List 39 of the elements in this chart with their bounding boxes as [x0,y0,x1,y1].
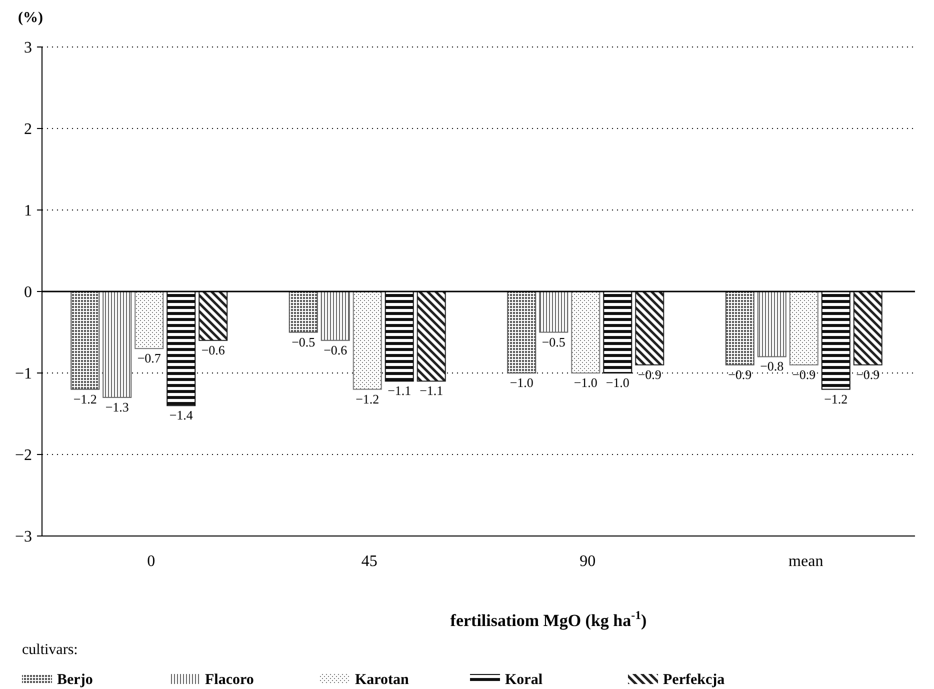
y-tick-label: −3 [14,528,32,546]
data-label: −0.9 [792,366,816,382]
legend-label: Karotan [355,672,410,688]
y-tick-label: 1 [24,202,32,220]
data-label: −0.9 [728,366,752,382]
data-label: −1.2 [73,391,97,406]
data-label: −1.0 [510,375,534,390]
data-label: −1.2 [824,391,848,406]
data-label: −1.1 [420,383,444,398]
legend-label: Flacoro [205,672,254,688]
x-axis-title: fertilisatiom MgO (kg ha$^{-1}$) [450,608,647,630]
legend-label: Perfekcja [663,672,726,688]
y-tick-label: 0 [24,284,32,302]
data-label: −1.2 [356,391,380,406]
y-tick-label: −1 [14,366,32,383]
data-label: −0.7 [137,350,162,366]
data-label: −0.9 [638,366,662,382]
y-axis-title: (%) [18,10,43,26]
x-tick-label: 0 [147,553,156,570]
data-label: −0.6 [201,342,226,358]
x-tick-label: 45 [361,553,378,570]
data-label: −1.1 [388,383,412,398]
data-label: −0.8 [760,358,784,374]
x-tick-label: 90 [580,553,596,570]
data-label: −0.9 [856,366,880,382]
legend-label: Berjo [57,672,93,688]
data-label: −0.6 [324,342,348,358]
legend-label: Koral [505,672,542,688]
legend-title: cultivars: [22,642,78,658]
x-tick-label: mean [788,553,824,570]
data-label: −1.0 [574,375,598,390]
y-tick-label: 3 [24,40,32,57]
data-label: −1.4 [169,408,194,423]
data-label: −1.3 [105,399,129,414]
data-label: −1.0 [606,375,630,390]
data-label: −0.5 [542,334,566,350]
data-label: −0.5 [292,334,316,350]
y-tick-label: 2 [24,121,32,138]
y-tick-label: −2 [14,447,32,464]
